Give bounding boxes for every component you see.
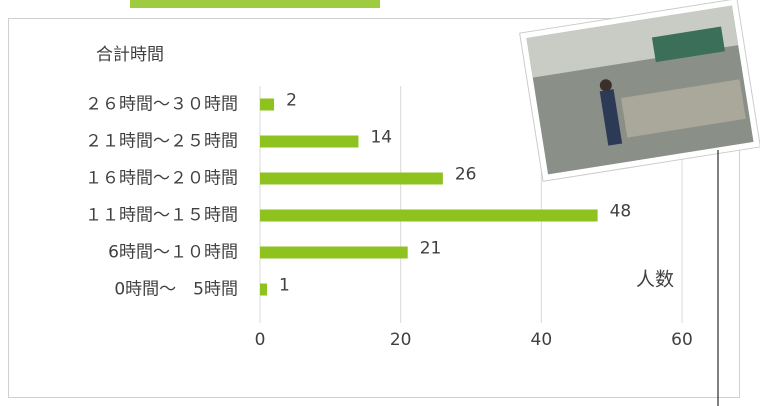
page: {"chart_data": {"type": "bar", "orientat…: [0, 0, 760, 406]
x-tick-label: 60: [671, 330, 693, 350]
x-tick-label: 20: [390, 330, 412, 350]
y-tick-label: １６時間～２０時間: [85, 169, 238, 189]
y-tick-label: １１時間～１５時間: [85, 206, 238, 226]
data-label: 2: [286, 91, 297, 111]
data-label: 1: [279, 276, 290, 296]
data-label: 21: [420, 239, 442, 259]
bar: [260, 136, 358, 148]
bar: [260, 247, 408, 259]
cut-title-decoration: [130, 0, 380, 8]
data-label: 14: [370, 128, 392, 148]
bar: [260, 284, 267, 296]
y-tick-label: ２１時間～２５時間: [85, 132, 238, 152]
y-tick-label: ２６時間～３０時間: [85, 95, 238, 115]
x-tick-label: 0: [255, 330, 266, 350]
data-label: 48: [610, 202, 632, 222]
x-axis-label: 人数: [636, 269, 674, 291]
chart: 合計時間 人数 0 20 40 60 ２６時間～３０時間 2 ２１時間～２５時間 14 １６時間…: [0, 0, 760, 406]
y-tick-label: 6時間～１０時間: [108, 243, 238, 263]
bar: [260, 173, 443, 185]
data-label: 26: [455, 165, 477, 185]
y-axis-label: 合計時間: [96, 45, 164, 65]
x-tick-label: 40: [531, 330, 553, 350]
bar: [260, 99, 274, 111]
y-tick-label: 0時間～ 5時間: [114, 280, 238, 300]
bar: [260, 210, 598, 222]
